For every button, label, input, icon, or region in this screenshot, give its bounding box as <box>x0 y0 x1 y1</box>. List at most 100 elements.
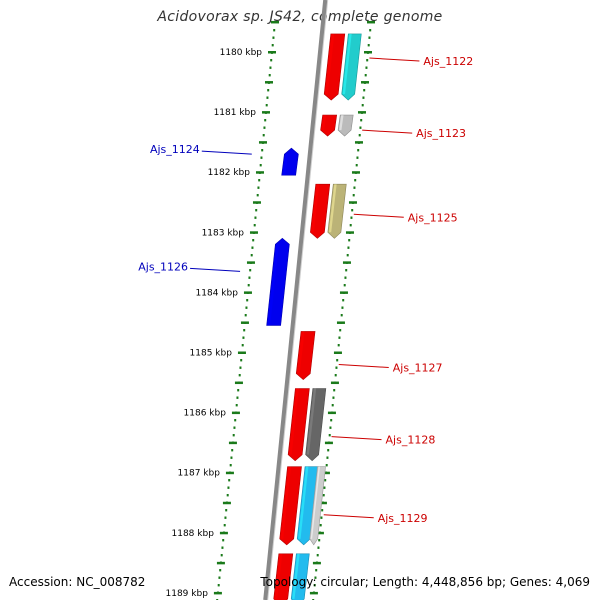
gene-label-group[interactable]: Ajs_1127 <box>338 362 443 375</box>
ruler-dot <box>323 486 326 489</box>
major-tick <box>213 591 222 595</box>
gene-highlight <box>280 466 292 539</box>
ruler-dot <box>269 66 272 69</box>
gene-label-group[interactable]: Ajs_1122 <box>369 55 473 68</box>
right-tick-ruler <box>309 20 376 600</box>
ruler-dot <box>239 366 242 369</box>
ruler-dot <box>336 359 339 362</box>
major-tick <box>271 20 280 24</box>
ruler-dot <box>254 216 257 219</box>
ruler-dot <box>338 336 341 339</box>
major-tick <box>315 531 324 535</box>
ruler-dot <box>350 216 353 219</box>
gene-label[interactable]: Ajs_1125 <box>408 211 458 224</box>
ruler-dot <box>224 516 227 519</box>
ruler-dot <box>232 434 235 437</box>
label-leader-line <box>331 436 382 441</box>
ruler-dot <box>342 299 345 302</box>
ruler-dot <box>316 554 319 557</box>
gene-label-group[interactable]: Ajs_1128 <box>331 434 436 447</box>
ruler-dot <box>271 44 274 47</box>
ruler-dot <box>339 329 342 332</box>
major-tick <box>324 441 333 445</box>
gene-feature[interactable] <box>337 114 354 137</box>
gene-feature[interactable] <box>290 553 310 600</box>
ruler-dot <box>354 179 357 182</box>
gene-label[interactable]: Ajs_1122 <box>423 55 473 68</box>
gene-feature[interactable] <box>341 33 362 101</box>
major-tick <box>219 531 228 535</box>
gene-label[interactable]: Ajs_1124 <box>150 143 200 156</box>
major-tick <box>240 321 249 324</box>
gene-feature[interactable] <box>323 33 346 101</box>
gene-feature[interactable] <box>327 183 347 239</box>
gene-feature[interactable] <box>273 553 294 600</box>
gene-feature[interactable] <box>295 331 316 380</box>
ruler-dot <box>359 126 362 129</box>
gene-highlight <box>311 184 320 233</box>
gene-feature[interactable] <box>309 466 326 546</box>
ruler-dot <box>321 509 324 512</box>
gene-highlight <box>310 466 320 539</box>
kbp-tick-label: 1187 kbp <box>178 469 221 479</box>
ruler-dot <box>238 374 241 377</box>
backbone-line <box>263 0 328 600</box>
ruler-dot <box>351 209 354 212</box>
gene-feature[interactable] <box>320 114 338 137</box>
gene-label-group[interactable]: Ajs_1124 <box>150 143 252 156</box>
major-tick <box>327 411 336 415</box>
ruler-dot <box>315 569 318 572</box>
ruler-dot <box>256 194 259 197</box>
ruler-dot <box>343 284 346 287</box>
ruler-dot <box>225 509 228 512</box>
ruler-dot <box>369 29 372 32</box>
ruler-dot <box>341 306 344 309</box>
ruler-dot <box>222 539 225 542</box>
gene-label-group[interactable]: Ajs_1123 <box>362 127 466 140</box>
gene-arrow <box>341 33 362 101</box>
gene-label-group[interactable]: Ajs_1129 <box>323 512 428 525</box>
major-tick <box>222 501 231 505</box>
gene-arrow <box>290 553 310 600</box>
gene-label[interactable]: Ajs_1123 <box>416 127 466 140</box>
major-tick <box>351 171 360 174</box>
kbp-tick-label: 1184 kbp <box>196 288 239 298</box>
ruler-dot <box>247 284 250 287</box>
ruler-dot <box>261 149 264 152</box>
ruler-dot <box>227 486 230 489</box>
ruler-dot <box>328 434 331 437</box>
ruler-dot <box>345 269 348 272</box>
major-tick <box>225 471 234 475</box>
ruler-dot <box>340 314 343 317</box>
label-leader-line <box>362 129 413 134</box>
gene-feature[interactable] <box>310 183 331 239</box>
gene-highlight <box>321 115 327 131</box>
gene-label[interactable]: Ajs_1127 <box>393 362 443 375</box>
ruler-dot <box>270 59 273 62</box>
ruler-dot <box>330 419 333 422</box>
major-tick <box>360 81 369 84</box>
gene-feature[interactable] <box>296 466 319 546</box>
gene-label[interactable]: Ajs_1128 <box>386 434 436 447</box>
ruler-dot <box>219 569 222 572</box>
ruler-dot <box>353 186 356 189</box>
gene-feature[interactable] <box>287 388 310 462</box>
gene-label[interactable]: Ajs_1126 <box>138 260 188 273</box>
ruler-dot <box>250 254 253 257</box>
ruler-dot <box>242 336 245 339</box>
gene-label-group[interactable]: Ajs_1125 <box>353 211 458 224</box>
gene-label-group[interactable]: Ajs_1126 <box>138 260 241 273</box>
gene-label[interactable]: Ajs_1129 <box>378 512 428 525</box>
ruler-dot <box>327 449 330 452</box>
ruler-dot <box>240 359 243 362</box>
major-tick <box>321 471 330 475</box>
gene-feature[interactable] <box>305 388 327 462</box>
major-tick <box>367 20 376 24</box>
gene-highlight <box>328 184 337 233</box>
gene-feature[interactable] <box>279 466 302 546</box>
gene-feature[interactable] <box>281 147 299 176</box>
ruler-dot <box>257 186 260 189</box>
major-tick <box>357 111 366 114</box>
gene-feature[interactable] <box>266 237 290 326</box>
